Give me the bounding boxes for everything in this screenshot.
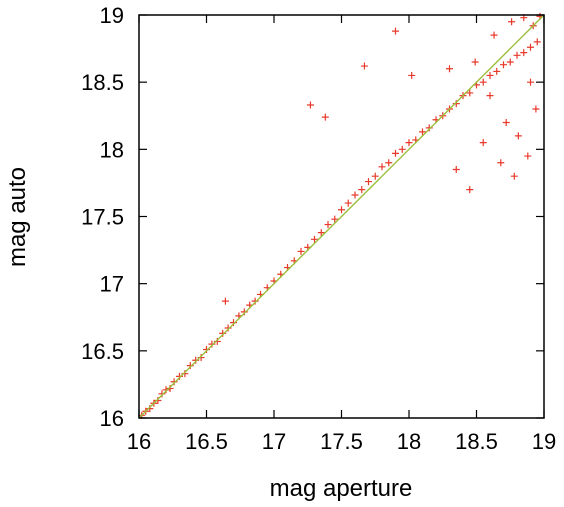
scatter-point — [479, 78, 487, 86]
x-tick-label: 16 — [127, 429, 151, 454]
scatter-point — [166, 384, 174, 392]
scatter-point — [508, 18, 516, 26]
tick-layer: 16 16.5 17 17.5 18 18.5 19 16 16.5 17 17.5 18 18.5 19 — [81, 3, 556, 454]
scatter-point — [452, 165, 460, 173]
y-tick-label: 19 — [100, 3, 124, 28]
scatter-point — [527, 78, 534, 86]
scatter-point — [466, 89, 474, 97]
scatter-point — [378, 163, 386, 171]
scatter-point — [520, 49, 528, 57]
scatter-point — [486, 92, 494, 100]
scatter-point — [321, 113, 329, 121]
scatter-point — [306, 101, 314, 109]
scatter-point — [162, 386, 170, 394]
x-axis-label: mag aperture — [270, 475, 413, 502]
scatter-point — [514, 132, 522, 140]
scatter-point — [344, 199, 352, 207]
x-tick-label: 19 — [532, 429, 556, 454]
scatter-point — [532, 105, 540, 113]
y-axis-label: mag auto — [4, 167, 31, 267]
scatter-point — [479, 139, 487, 147]
scatter-point — [471, 58, 479, 66]
scatter-point — [240, 308, 248, 316]
scatter-point — [405, 139, 413, 147]
scatter-point — [398, 145, 406, 153]
scatter-point — [203, 345, 210, 353]
y-tick-label: 18 — [100, 137, 124, 162]
scatter-point — [490, 31, 498, 39]
scatter-point — [506, 58, 514, 66]
scatter-point — [331, 215, 339, 223]
scatter-point — [392, 27, 399, 35]
scatter-point — [186, 362, 194, 370]
scatter-point — [385, 159, 393, 167]
scatter-point — [317, 229, 325, 237]
x-tick-label: 16.5 — [185, 429, 228, 454]
scatter-point — [338, 206, 345, 214]
scatter-point — [527, 43, 534, 51]
scatter-point — [493, 67, 501, 75]
x-tick-label: 18 — [397, 429, 421, 454]
scatter-point — [392, 149, 399, 157]
scatter-point — [371, 172, 379, 180]
scatter-point — [497, 159, 505, 167]
scatter-point — [324, 221, 332, 229]
y-tick-label: 16 — [100, 406, 124, 431]
scatter-point — [224, 324, 232, 332]
scatter-point — [513, 51, 521, 59]
reference-line — [138, 14, 545, 419]
scatter-point — [510, 172, 518, 180]
scatter-point — [425, 124, 433, 132]
y-tick-label: 17 — [100, 272, 124, 297]
scatter-point — [360, 62, 368, 70]
scatter-point — [358, 186, 366, 194]
x-tick-label: 17.5 — [320, 429, 363, 454]
scatter-point — [351, 191, 359, 199]
y-tick-label: 18.5 — [81, 70, 124, 95]
scatter-point — [502, 118, 510, 126]
scatter-point — [466, 186, 474, 194]
scatter-point — [524, 152, 532, 160]
x-tick-label: 18.5 — [455, 429, 498, 454]
scatter-point — [170, 378, 178, 386]
scatter-point — [297, 247, 305, 255]
scatter-point — [419, 128, 426, 136]
scatter-point — [533, 38, 541, 46]
scatter-point — [221, 297, 229, 305]
scatter-point — [230, 319, 237, 327]
scatter-point — [408, 71, 416, 79]
scatter-point — [365, 178, 372, 186]
scatter-point — [486, 71, 494, 79]
scatter-point — [219, 329, 227, 337]
scatter-point — [500, 61, 507, 69]
scatter-point — [251, 297, 259, 305]
scatter-point — [446, 65, 453, 73]
scatter-point — [311, 235, 318, 243]
scatter-point — [158, 390, 166, 398]
x-tick-label: 17 — [262, 429, 286, 454]
y-tick-label: 17.5 — [81, 205, 124, 230]
y-tick-label: 16.5 — [81, 339, 124, 364]
scatter-point — [452, 100, 460, 108]
